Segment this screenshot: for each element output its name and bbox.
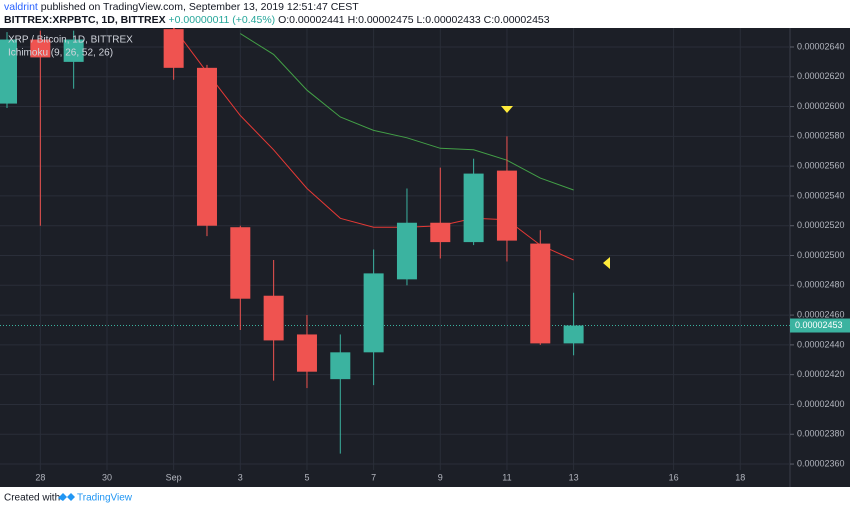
x-tick-label: 5 [304,472,309,482]
x-tick-label: 13 [569,472,579,482]
chart-title: XRP / Bitcoin, 1D, BITTREX [8,35,133,46]
candle-body [330,352,351,380]
indicator-line [240,33,574,191]
x-tick-label: 18 [735,472,745,482]
signal-arrow-left [603,257,610,269]
x-tick-label: 16 [669,472,679,482]
y-tick-label: 0.00002380 [797,429,845,439]
plot [0,28,790,470]
candle-body [363,273,384,353]
candle-body [30,39,51,58]
last-price-label: 0.00002453 [795,320,843,330]
footer-brand: TradingView [77,493,133,504]
ohlc-c: C:0.00002453 [484,14,550,26]
candle-body [163,29,184,68]
y-tick-label: 0.00002480 [797,280,845,290]
footer-created: Created with [4,493,60,504]
header-line-2: BITTREX:XRPBTC, 1D, BITTREX +0.00000011 … [4,14,550,26]
indicator-label: Ichimoku (9, 26, 52, 26) [8,48,113,59]
candle-body [196,67,217,226]
y-tick-label: 0.00002400 [797,399,845,409]
symbol: BITTREX:XRPBTC, 1D, BITTREX [4,14,166,26]
ohlc-o: O:0.00002441 [278,14,345,26]
ohlc-l: L:0.00002433 [416,14,480,26]
y-tick-label: 0.00002360 [797,458,845,468]
x-tick-label: 9 [438,472,443,482]
header-line-1: valdrint published on TradingView.com, S… [4,1,359,13]
y-tick-label: 0.00002640 [797,41,845,51]
footer-bar [0,487,850,510]
candle-body [563,325,584,344]
candle-body [496,170,517,241]
header-bar [0,0,850,28]
published: published on TradingView.com, September … [41,1,360,13]
signal-arrow-down [501,106,513,113]
x-tick-label: 11 [502,472,511,482]
candle-body [396,222,417,280]
y-tick-label: 0.00002580 [797,131,845,141]
x-tick-label: 28 [35,472,45,482]
x-tick-label: Sep [166,472,182,482]
candle-body [230,227,251,299]
candle-body [263,295,284,341]
y-tick-label: 0.00002440 [797,339,845,349]
candle-body [296,334,317,372]
y-tick-label: 0.00002540 [797,190,845,200]
y-tick-label: 0.00002600 [797,101,845,111]
x-tick-label: 3 [238,472,243,482]
author: valdrint [4,1,38,13]
candle-body [530,243,551,344]
y-tick-label: 0.00002460 [797,309,845,319]
change: +0.00000011 (+0.45%) [169,14,276,26]
candle-body [430,222,451,243]
ohlc-h: H:0.00002475 [348,14,414,26]
y-tick-label: 0.00002520 [797,220,845,230]
candle-body [0,39,17,104]
candle-body [463,173,484,243]
y-tick-label: 0.00002560 [797,161,845,171]
candle-body [63,39,84,62]
brand-logo [58,493,75,501]
y-tick-label: 0.00002620 [797,71,845,81]
chart-background [0,28,850,487]
y-tick-label: 0.00002500 [797,250,845,260]
x-tick-label: 7 [371,472,376,482]
x-tick-label: 30 [102,472,112,482]
last-price-box [790,318,850,333]
y-tick-label: 0.00002420 [797,369,845,379]
